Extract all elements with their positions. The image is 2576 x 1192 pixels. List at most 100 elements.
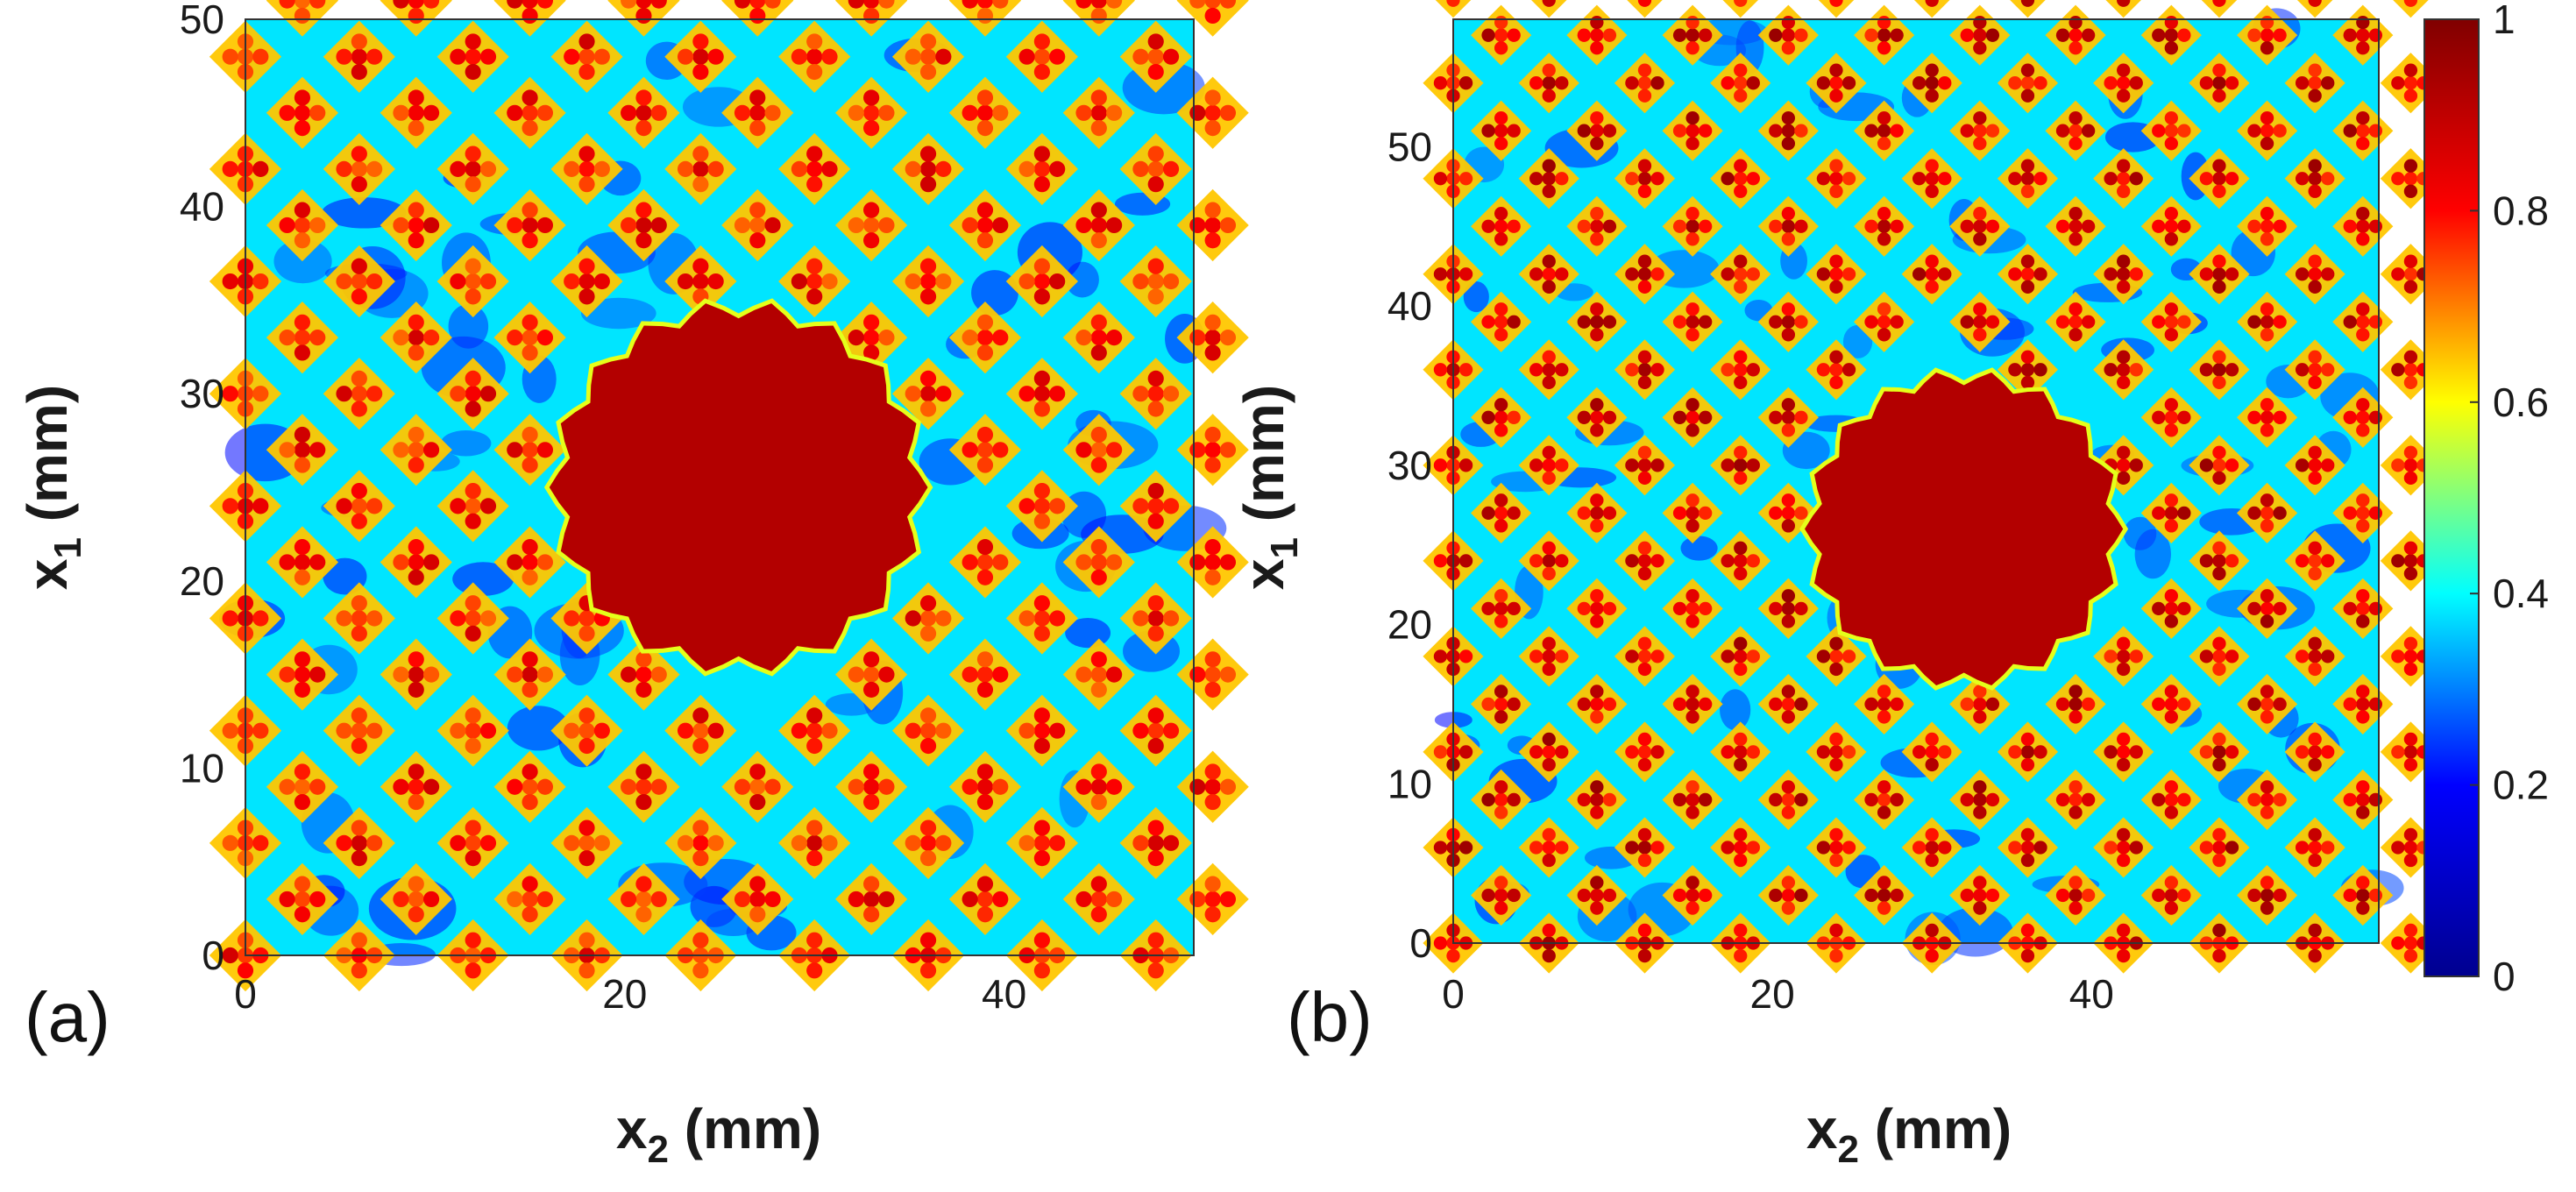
lattice-hotspot [1494,506,1508,520]
lattice-hotspot [336,610,352,627]
lattice-hotspot [578,258,595,274]
lattice-hotspot [976,569,994,585]
lattice-hotspot [1577,124,1591,138]
lattice-hotspot [408,202,424,218]
y-tick-label: 20 [1387,602,1432,648]
lattice-hotspot [692,145,709,162]
lattice-hotspot [1637,827,1652,842]
lattice-hotspot [408,104,424,121]
lattice-hotspot [2308,649,2322,663]
lattice-hotspot [2020,184,2035,198]
lattice-hotspot [1542,458,1556,472]
lattice-hotspot [2069,137,2083,151]
lattice-hotspot [2403,63,2418,77]
lattice-hotspot [1685,697,1700,712]
lattice-hotspot [1590,780,1604,794]
lattice-hotspot [1781,697,1795,712]
lattice-hotspot [749,89,766,106]
lattice-hotspot [1877,792,1891,807]
lattice-hotspot [791,722,807,739]
lattice-hotspot [1829,63,1843,77]
lattice-hotspot [1049,498,1066,514]
lattice-hotspot [1685,110,1700,125]
lattice-hotspot [2199,554,2214,568]
lattice-hotspot [2247,28,2261,42]
lattice-hotspot [2008,745,2022,759]
lattice-hotspot [1033,160,1050,177]
lattice-hotspot [635,232,652,249]
lattice-hotspot [1542,172,1556,186]
lattice-hotspot [1734,0,1748,7]
lattice-hotspot [919,850,937,867]
lattice-hotspot [919,610,937,627]
lattice-hotspot [1769,410,1783,424]
lattice-hotspot [806,834,823,851]
lattice-hotspot [1090,104,1107,121]
lattice-hotspot [1147,386,1164,402]
lattice-hotspot [1877,780,1891,794]
lattice-hotspot [2403,184,2418,198]
lattice-hotspot [2308,267,2322,281]
lattice-hotspot [1890,219,1904,233]
lattice-hotspot [578,932,595,948]
lattice-hotspot [635,202,652,218]
lattice-hotspot [1769,219,1783,233]
y-tick-label: 0 [1409,920,1432,966]
lattice-hotspot [1685,876,1700,890]
lattice-hotspot [962,890,978,908]
lattice-hotspot [2260,328,2274,342]
lattice-hotspot [2308,172,2322,186]
lattice-hotspot [1925,948,1939,963]
lattice-hotspot [252,610,269,627]
lattice-hotspot [2199,841,2214,855]
lattice-hotspot [1625,745,1639,759]
lattice-hotspot [2260,410,2274,424]
lattice-hotspot [2164,493,2178,507]
lattice-hotspot [564,834,580,851]
lattice-hotspot [294,0,311,9]
lattice-hotspot [2260,398,2274,412]
lattice-cluster [2010,0,2046,18]
lattice-hotspot [2177,124,2191,138]
lattice-hotspot [309,442,326,458]
lattice-hotspot [351,595,367,612]
lattice-hotspot [1602,315,1617,329]
lattice-hotspot [2403,566,2418,581]
lattice-hotspot [1555,554,1569,568]
lattice-hotspot [2212,732,2226,747]
lattice-hotspot [962,442,978,458]
lattice-hotspot [593,834,610,851]
lattice-hotspot [1590,901,1604,915]
x-axis-label-a: x2 (mm) [616,1097,821,1171]
lattice-hotspot [2020,89,2035,103]
lattice-hotspot [1672,888,1687,903]
lattice-hotspot [2020,267,2035,281]
lattice-hotspot [522,104,538,121]
lattice-hotspot [1147,48,1164,65]
y-tick-label: 10 [180,745,224,791]
lattice-hotspot [408,7,424,25]
lattice-hotspot [1542,636,1556,650]
lattice-hotspot [1542,184,1556,198]
lattice-hotspot [1960,315,1974,329]
lattice-hotspot [1829,254,1843,268]
lattice-hotspot [992,890,1009,908]
heatmap-low-patch [1680,536,1718,561]
lattice-hotspot [366,160,383,177]
lattice-hotspot [2069,41,2083,55]
y-tick-label: 10 [1387,761,1432,806]
lattice-hotspot [1734,636,1748,650]
lattice-hotspot [351,850,367,867]
lattice-hotspot [2164,710,2178,724]
lattice-hotspot [351,820,367,836]
y-tick-label: 30 [1387,443,1432,488]
lattice-hotspot [1864,124,1878,138]
lattice-hotspot [2020,63,2035,77]
lattice-hotspot [2260,207,2274,221]
lattice-hotspot [2273,506,2287,520]
lattice-hotspot [465,932,481,948]
lattice-hotspot [976,314,994,330]
lattice-hotspot [1204,344,1221,361]
lattice-hotspot [351,401,367,417]
lattice-hotspot [1204,7,1221,25]
